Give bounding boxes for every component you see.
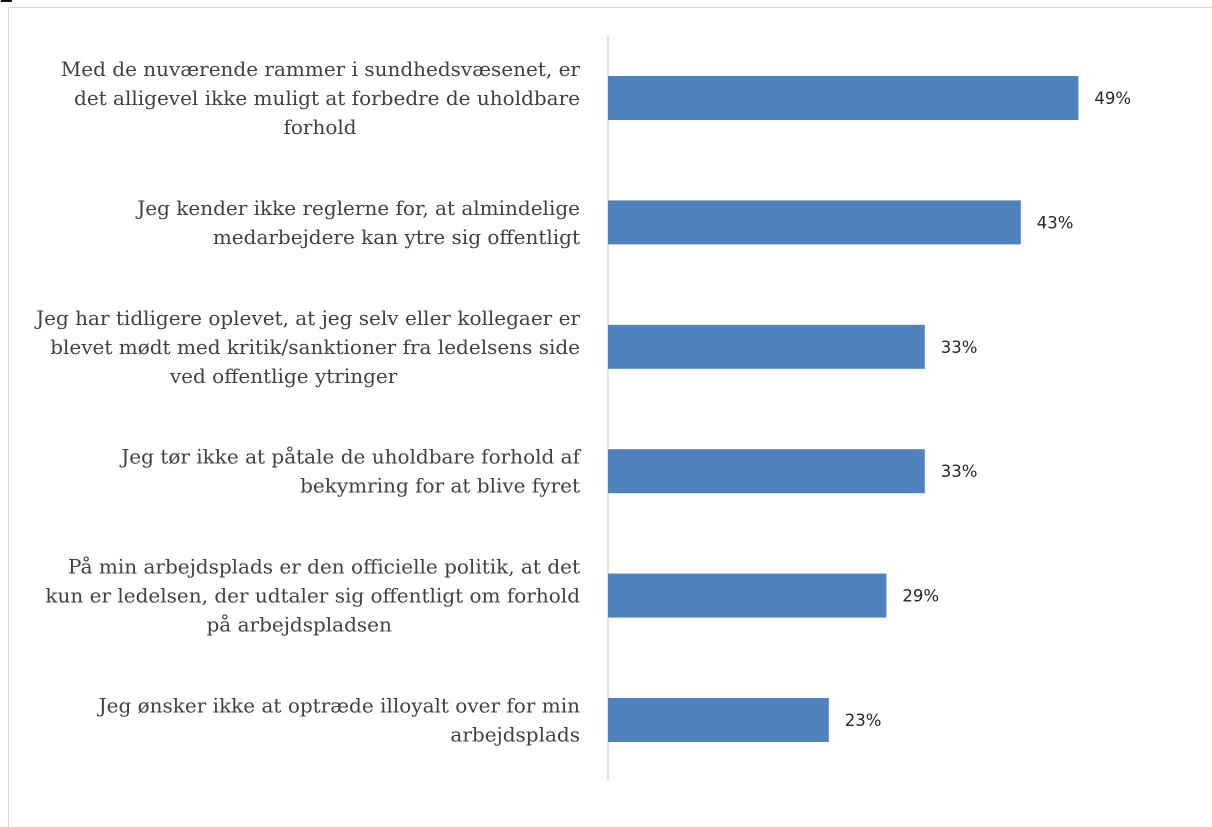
category-label-line: Jeg tør ikke at påtale de uholdbare forh… — [119, 445, 581, 469]
category-labels: Med de nuværende rammer i sundhedsvæsene… — [34, 57, 581, 747]
category-label-line: på arbejdspladsen — [207, 613, 393, 637]
category-label-line: ved offentlige ytringer — [169, 364, 398, 388]
category-label: Jeg tør ikke at påtale de uholdbare forh… — [119, 445, 581, 498]
category-label-line: Med de nuværende rammer i sundhedsvæsene… — [61, 57, 581, 81]
bar — [608, 200, 1021, 245]
category-label: Med de nuværende rammer i sundhedsvæsene… — [61, 57, 581, 139]
value-labels: 49% 43% 33% 33% 29% 23% — [845, 89, 1131, 730]
chart-frame — [8, 7, 1212, 827]
data-label: 29% — [902, 587, 939, 606]
category-label: Jeg kender ikke reglerne for, at alminde… — [135, 196, 580, 249]
data-label: 43% — [1037, 213, 1074, 232]
category-label-line: bekymring for at blive fyret — [300, 474, 580, 498]
category-label-line: Jeg har tidligere oplevet, at jeg selv e… — [34, 306, 580, 330]
data-label: 33% — [941, 338, 978, 357]
bar — [608, 698, 829, 742]
bar — [608, 573, 887, 618]
data-label: 23% — [845, 711, 882, 730]
category-label-line: forhold — [283, 115, 356, 139]
category-label-line: medarbejdere kan ytre sig offentligt — [213, 225, 580, 249]
category-label-line: blevet mødt med kritik/sanktioner fra le… — [50, 335, 580, 359]
category-label-line: kun er ledelsen, der udtaler sig offentl… — [45, 584, 580, 608]
category-label: På min arbejdsplads er den officielle po… — [45, 555, 580, 637]
data-label: 49% — [1094, 89, 1131, 108]
bar — [608, 324, 925, 369]
bar-chart: Med de nuværende rammer i sundhedsvæsene… — [34, 36, 1131, 780]
category-label: Jeg ønsker ikke at optræde illoyalt over… — [97, 694, 581, 747]
category-label: Jeg har tidligere oplevet, at jeg selv e… — [34, 306, 580, 388]
category-label-line: arbejdsplads — [450, 723, 580, 747]
bar — [608, 76, 1079, 120]
cut-off-heading: p... — [0, 0, 140, 8]
data-label: 33% — [941, 462, 978, 481]
category-label-line: Jeg ønsker ikke at optræde illoyalt over… — [97, 694, 581, 718]
category-label-line: På min arbejdsplads er den officielle po… — [68, 555, 580, 579]
category-label-line: det alligevel ikke muligt at forbedre de… — [74, 86, 580, 110]
bar — [608, 449, 925, 494]
bars — [608, 76, 1079, 742]
category-label-line: Jeg kender ikke reglerne for, at alminde… — [135, 196, 580, 220]
